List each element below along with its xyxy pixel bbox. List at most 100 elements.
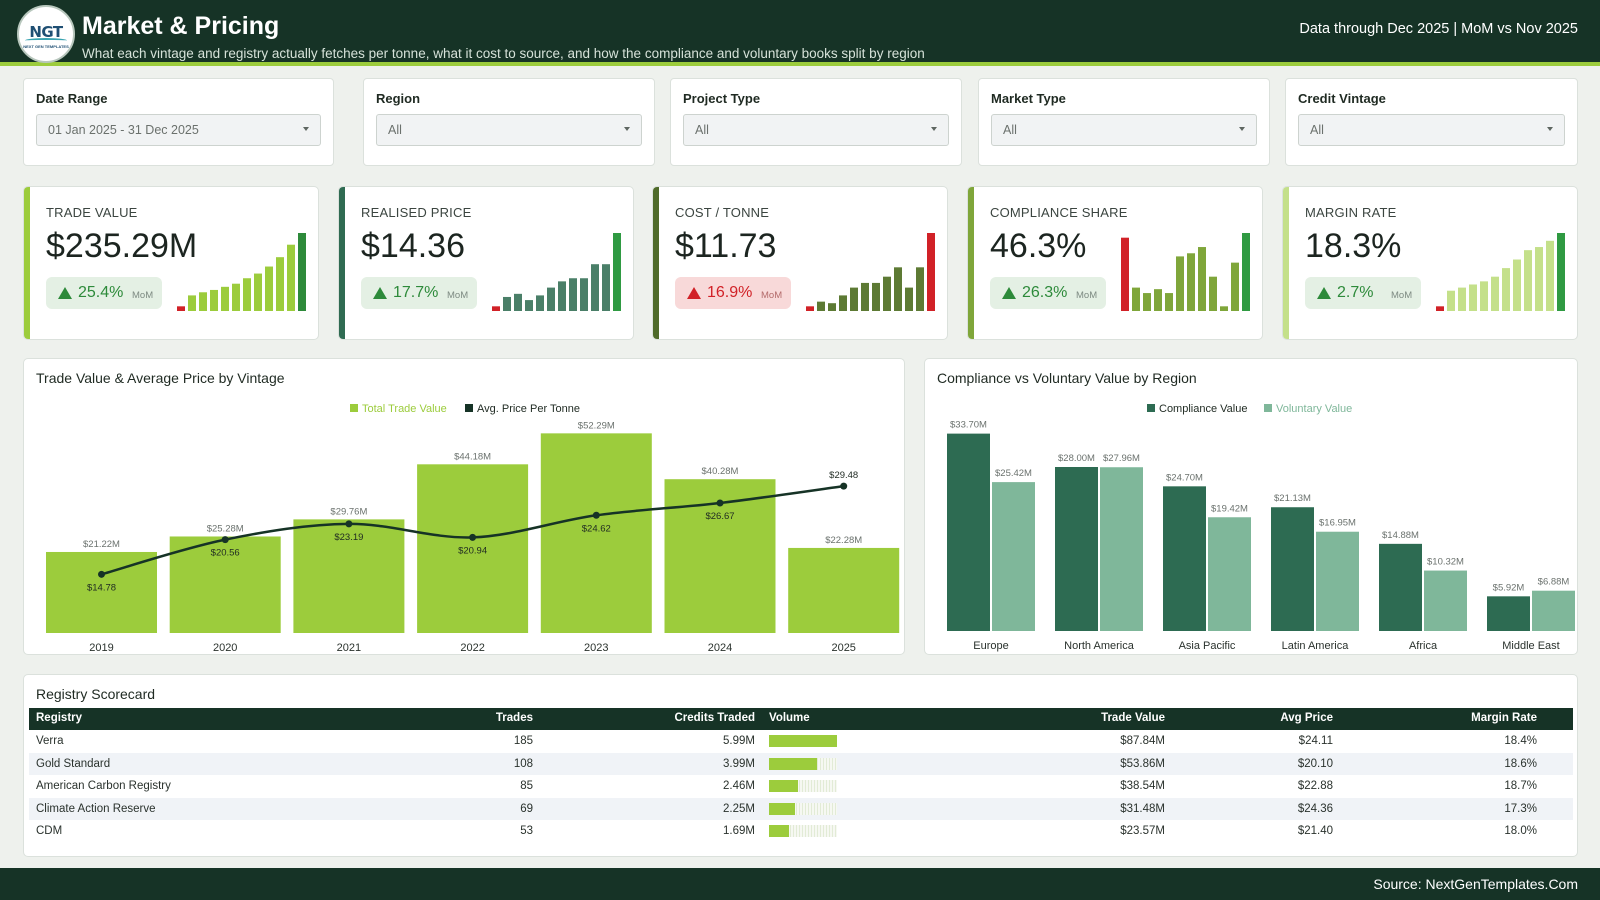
kpi-label: REALISED PRICE: [361, 205, 472, 220]
kpi-label: TRADE VALUE: [46, 205, 138, 220]
bar-voluntary-latin-america[interactable]: [1316, 531, 1359, 631]
bar-voluntary-africa[interactable]: [1424, 570, 1467, 631]
spark-bar: [872, 282, 880, 311]
kpi-change-badge: 2.7% MoM: [1305, 277, 1421, 309]
filter-label: Project Type: [683, 91, 761, 106]
column-header-registry[interactable]: Registry: [36, 712, 83, 724]
registry-scorecard: Registry Scorecard Registry Trades Credi…: [23, 674, 1578, 857]
kpi-change-value: 2.7%: [1337, 284, 1374, 301]
cell-credits: 2.46M: [723, 780, 755, 792]
bar-data-label: $21.22M: [83, 539, 120, 550]
volume-bar-fill: [769, 802, 795, 815]
column-header-margin-rate[interactable]: Margin Rate: [1471, 712, 1537, 724]
region-chart-panel: Compliance Value Voluntary Value $33.70M $2…: [924, 358, 1578, 655]
kpi-compliance-share[interactable]: COMPLIANCE SHARE 46.3% 26.3% MoM: [967, 186, 1263, 340]
table-row[interactable]: Gold Standard 108 3.99M $53.86M $20.10 18.6%: [29, 752, 1573, 775]
column-header-trades[interactable]: Trades: [495, 712, 533, 724]
region-dropdown[interactable]: All: [376, 114, 642, 146]
bar-compliance-north-america[interactable]: [1055, 467, 1098, 631]
bar-data-label: $10.32M: [1427, 557, 1464, 568]
kpi-change-badge: 25.4% MoM: [46, 277, 162, 309]
logo-text: NGT: [29, 23, 63, 41]
kpi-sparkline: [492, 233, 621, 311]
cell-trades: 69: [520, 802, 533, 815]
table-row[interactable]: Climate Action Reserve 69 2.25M $31.48M $24.…: [29, 797, 1573, 820]
bar-voluntary-europe[interactable]: [992, 482, 1035, 631]
kpi-cost-per-tonne[interactable]: COST / TONNE $11.73 16.9% MoM: [652, 186, 948, 340]
legend-swatch-compliance: [1147, 404, 1155, 412]
data-through-label: Data through Dec 2025 | MoM vs Nov 2025: [1299, 21, 1578, 37]
chart-title: Compliance vs Voluntary Value by Region: [937, 370, 1197, 386]
credit-vintage-dropdown[interactable]: All: [1298, 114, 1565, 146]
bar-trade-value-2021[interactable]: [293, 519, 405, 633]
line-data-label: $14.78: [87, 582, 116, 593]
spark-bar: [580, 278, 588, 311]
kpi-value: $11.73: [675, 227, 777, 265]
cell-registry: CDM: [36, 825, 63, 837]
bar-compliance-asia-pacific[interactable]: [1163, 486, 1206, 631]
x-tick-label: Middle East: [1502, 640, 1559, 652]
avg-price-point-2019[interactable]: [98, 570, 105, 578]
cell-value: $38.54M: [1120, 780, 1165, 792]
bar-voluntary-middle-east[interactable]: [1532, 590, 1575, 631]
bar-trade-value-2020[interactable]: [169, 536, 281, 633]
bar-voluntary-asia-pacific[interactable]: [1208, 517, 1251, 631]
avg-price-point-2021[interactable]: [345, 520, 353, 528]
column-header-avg-price[interactable]: Avg Price: [1280, 712, 1333, 724]
kpi-change-badge: 17.7% MoM: [361, 277, 477, 309]
kpi-change-label: MoM: [761, 290, 783, 301]
bar-trade-value-2019[interactable]: [46, 551, 157, 633]
kpi-realised-price[interactable]: REALISED PRICE $14.36 17.7% MoM: [338, 186, 634, 340]
kpi-margin-rate[interactable]: MARGIN RATE 18.3% 2.7% MoM: [1282, 186, 1578, 340]
table-row[interactable]: CDM 53 1.69M $23.57M $21.40 18.0%: [29, 820, 1573, 842]
volume-bar-fill: [769, 735, 837, 747]
bar-compliance-latin-america[interactable]: [1271, 507, 1314, 631]
avg-price-point-2022[interactable]: [469, 533, 477, 541]
project-type-value: All: [695, 123, 709, 137]
kpi-trade-value[interactable]: TRADE VALUE $235.29M 25.4% MoM: [23, 186, 319, 340]
bar-compliance-middle-east[interactable]: [1487, 596, 1530, 631]
bar-voluntary-north-america[interactable]: [1100, 467, 1143, 631]
spark-bar: [243, 278, 251, 311]
cell-registry: Verra: [36, 735, 64, 747]
table-row[interactable]: Verra 185 5.99M $87.84M $24.11 18.4%: [29, 730, 1573, 752]
bar-data-label: $22.28M: [825, 535, 862, 546]
bar-trade-value-2023[interactable]: [540, 433, 652, 633]
cell-margin: 18.4%: [1504, 735, 1537, 747]
avg-price-point-2023[interactable]: [592, 511, 600, 519]
date-range-dropdown[interactable]: 01 Jan 2025 - 31 Dec 2025: [36, 114, 321, 146]
chevron-down-icon: [1239, 127, 1245, 131]
market-type-dropdown[interactable]: All: [991, 114, 1257, 146]
x-tick-label: 2020: [213, 642, 237, 654]
bar-data-label: $6.88M: [1538, 577, 1570, 588]
bar-compliance-africa[interactable]: [1379, 543, 1422, 631]
ngt-logo[interactable]: NGT NEXT GEN TEMPLATES: [17, 5, 75, 63]
spark-bar: [265, 266, 273, 311]
kpi-sparkline: [177, 233, 306, 311]
chevron-down-icon: [1547, 127, 1553, 131]
table-row[interactable]: American Carbon Registry 85 2.46M $38.54M $2…: [29, 775, 1573, 797]
bar-trade-value-2022[interactable]: [417, 464, 529, 633]
column-header-volume[interactable]: Volume: [769, 712, 810, 724]
table-title: Registry Scorecard: [36, 686, 156, 702]
volume-bar-fill: [769, 757, 818, 770]
column-header-credits[interactable]: Credits Traded: [674, 712, 755, 724]
avg-price-point-2020[interactable]: [221, 536, 229, 544]
page-header: NGT NEXT GEN TEMPLATES Market & Pricing …: [0, 0, 1600, 66]
line-data-label: $23.19: [334, 532, 363, 543]
legend-trade-value: Total Trade Value: [362, 403, 447, 415]
kpi-change-label: MoM: [132, 290, 154, 301]
spark-bar: [1458, 287, 1466, 311]
bar-compliance-europe[interactable]: [947, 433, 990, 631]
spark-bar: [894, 267, 902, 311]
project-type-dropdown[interactable]: All: [683, 114, 949, 146]
column-header-trade-value[interactable]: Trade Value: [1101, 712, 1165, 724]
avg-price-point-2025[interactable]: [840, 482, 848, 490]
bar-trade-value-2025[interactable]: [788, 547, 900, 633]
bar-data-label: $14.88M: [1382, 530, 1419, 541]
avg-price-point-2024[interactable]: [716, 499, 724, 507]
spark-bar: [1447, 290, 1455, 311]
spark-bar: [839, 295, 847, 311]
source-label: Source: NextGenTemplates.Com: [1373, 876, 1578, 892]
spark-bar: [1557, 233, 1565, 311]
